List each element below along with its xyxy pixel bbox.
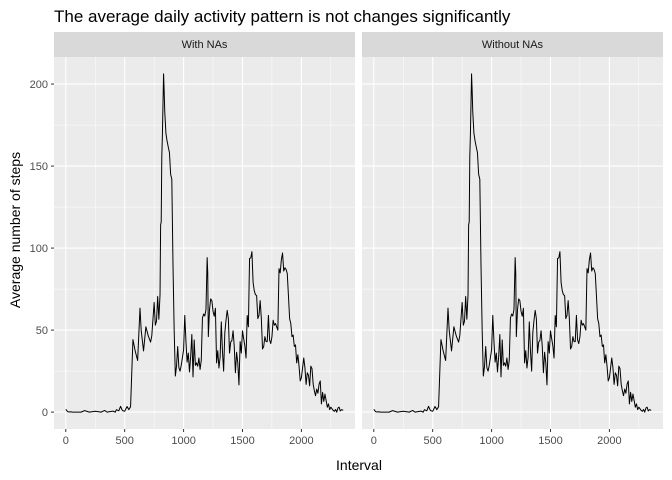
facet-panel-2: Without NAs 0 500 1000 1500 2000 [362,32,663,447]
facet-strip-label: Without NAs [482,39,544,51]
panel-background [362,57,663,429]
facet-panel-1: With NAs 0 500 1000 1500 2000 [54,32,355,447]
y-axis-title: Average number of steps [7,152,23,308]
x-tick-label: 1500 [538,435,562,447]
x-tick-label: 500 [424,435,442,447]
y-tick-label: 200 [30,79,48,91]
chart-title: The average daily activity pattern is no… [54,7,511,26]
x-tick-label: 500 [116,435,134,447]
facet-strip [54,32,355,57]
panel-background [54,57,355,429]
x-tick-label: 1500 [230,435,254,447]
x-tick-label: 1000 [479,435,503,447]
y-axis: 0 50 100 150 200 [30,79,54,419]
x-tick-label: 2000 [597,435,621,447]
y-tick-label: 100 [30,243,48,255]
x-tick-label: 0 [63,435,69,447]
x-tick-label: 0 [371,435,377,447]
facet-strip-label: With NAs [182,39,228,51]
x-tick-label: 2000 [289,435,313,447]
y-tick-label: 150 [30,161,48,173]
series-line [65,73,344,413]
x-tick-label: 1000 [171,435,195,447]
facet-panels: With NAs 0 500 1000 1500 2000 Without NAs 0 500 1… [54,32,663,447]
facet-strip [362,32,663,57]
y-tick-label: 50 [36,325,48,337]
x-axis-title: Interval [336,457,382,473]
series-line [373,73,652,413]
y-tick-label: 0 [42,407,48,419]
